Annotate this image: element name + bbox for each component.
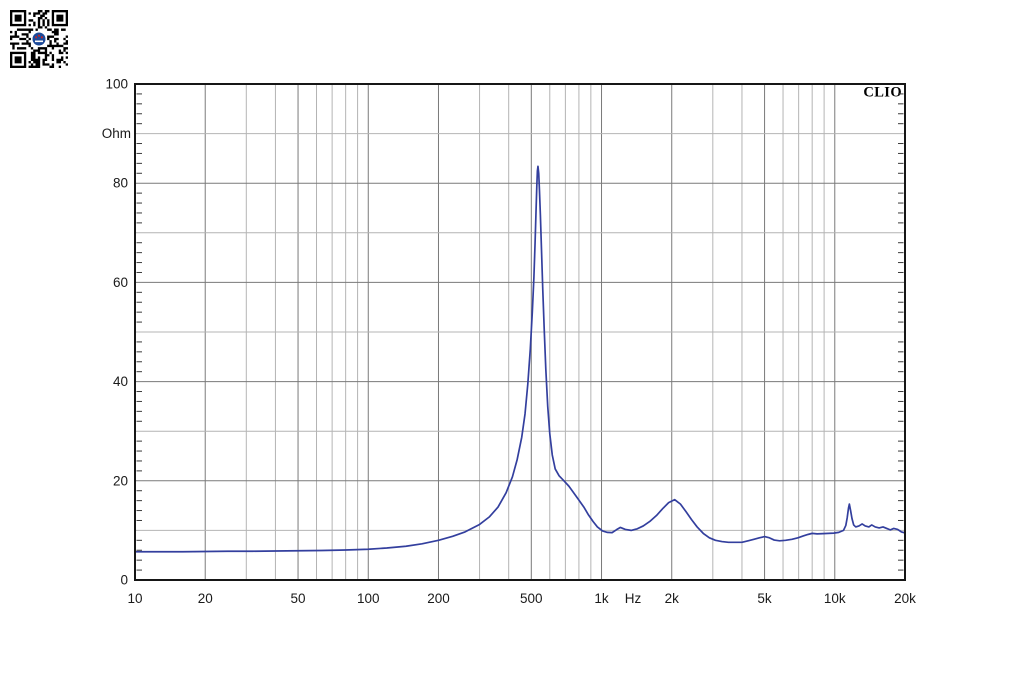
clio-label-background [861,85,904,98]
y-tick-label: 0 [120,573,128,588]
qr-code-icon [10,10,68,68]
qr-modules [10,10,68,68]
x-tick-label: 20k [894,591,916,606]
y-tick-label: 80 [113,176,128,191]
impedance-curve [134,165,906,553]
x-tick-label: 100 [357,591,380,606]
x-tick-label: 5k [757,591,772,606]
plot-border [134,83,906,581]
impedance-curve-group [134,165,906,553]
clio-logo-label: CLIO [863,85,902,101]
x-tick-label: 500 [520,591,543,606]
y-tick-label: 40 [113,374,128,389]
y-tick-label: 100 [105,77,128,92]
y-tick-label: 60 [113,275,128,290]
grid-lines [135,84,905,580]
x-tick-label: 200 [427,591,450,606]
qr-finder-pattern [10,10,27,27]
y-axis-unit-label: Ohm [102,126,131,141]
axis-tick-labels: 0 20 40 60 80 100 10 20 50 100 200 500 1k 2k 5k 10k 20k [105,77,916,607]
x-tick-label: 20 [198,591,213,606]
qr-finder-pattern [51,10,68,27]
x-tick-label: 10k [824,591,846,606]
qr-center-logo [32,32,46,46]
y-tick-label: 20 [113,473,128,488]
x-axis-unit-label: Hz [625,591,642,606]
x-tick-label: 50 [291,591,306,606]
qr-finder-pattern [10,51,27,68]
x-tick-label: 1k [594,591,609,606]
x-tick-label: 10 [127,591,142,606]
axis-minor-ticks [136,93,904,571]
x-tick-label: 2k [665,591,680,606]
